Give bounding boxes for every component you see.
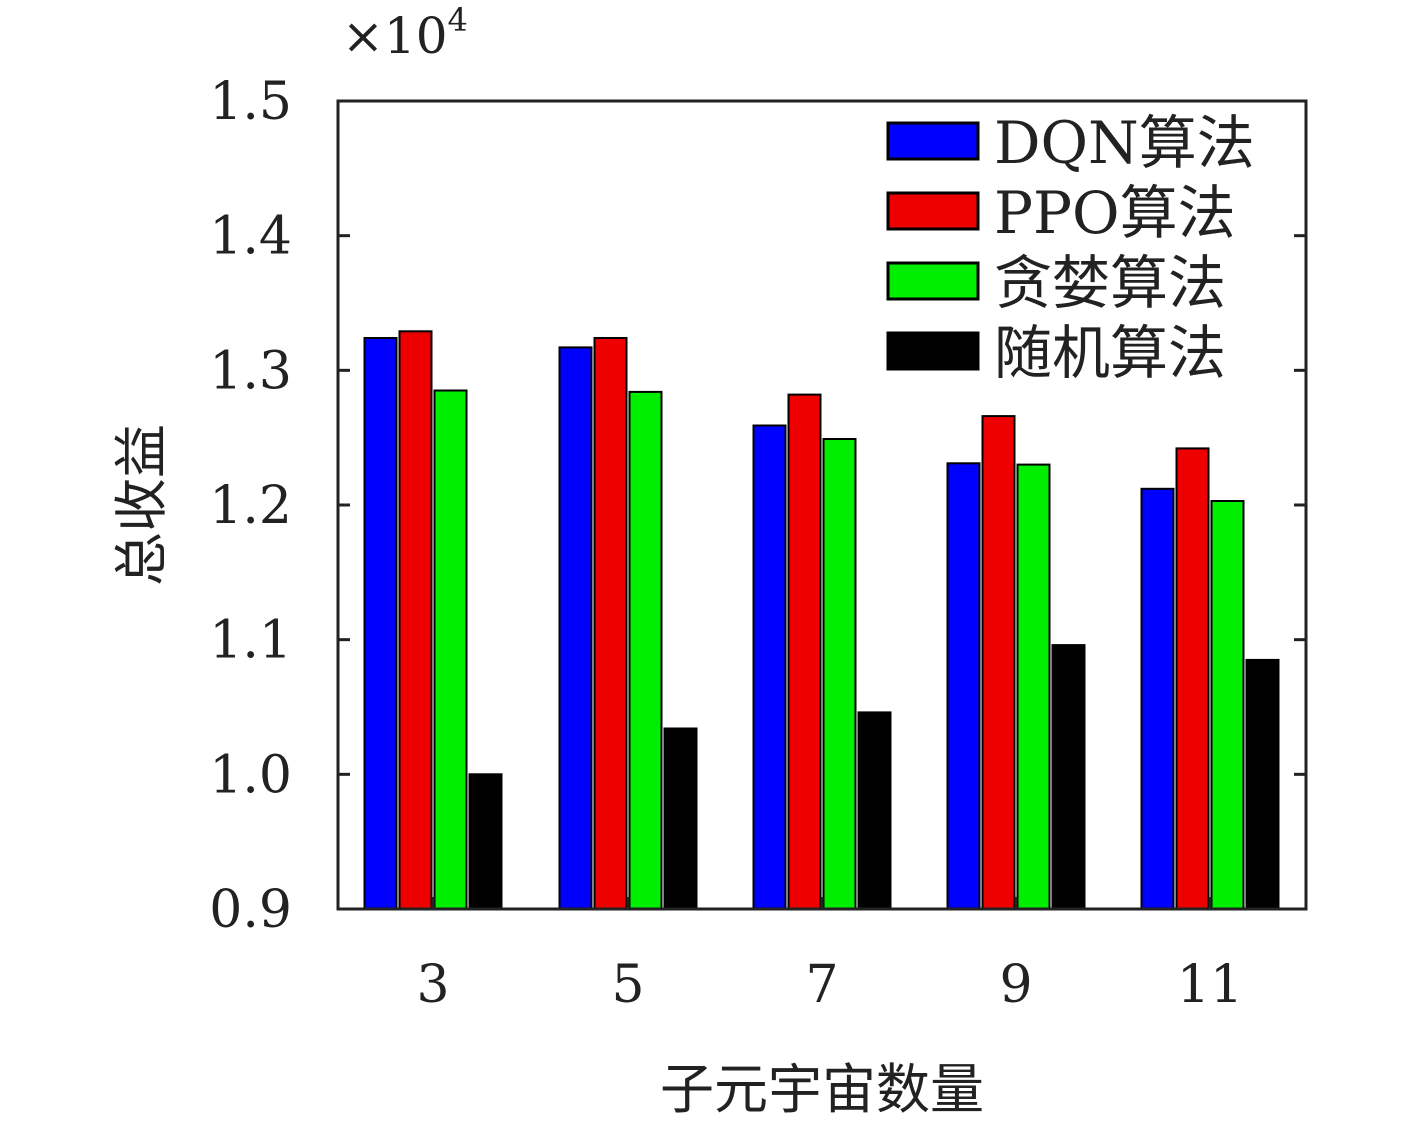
y-multiplier-label: ×104 <box>342 1 468 65</box>
y-tick-label: 1.4 <box>209 207 292 267</box>
legend-label-2: 贪婪算法 <box>994 249 1226 317</box>
bar-5-series-2 <box>628 390 663 910</box>
legend-swatch-1 <box>886 191 980 231</box>
bar-9-series-0 <box>946 462 981 910</box>
bars-group <box>363 330 1280 911</box>
y-axis-title: 总收益 <box>110 424 173 586</box>
legend-label-1: PPO算法 <box>994 179 1236 247</box>
x-axis-title: 子元宇宙数量 <box>660 1058 984 1121</box>
bar-11-series-1 <box>1175 447 1210 910</box>
bar-5-series-1 <box>593 337 628 910</box>
bar-9-series-2 <box>1016 463 1051 910</box>
bar-11-series-3 <box>1245 658 1280 911</box>
y-tick-label: 1.5 <box>209 72 292 132</box>
bar-7-series-3 <box>857 711 892 911</box>
x-tick-label: 7 <box>805 955 838 1015</box>
bar-5-series-3 <box>663 727 698 910</box>
legend-swatch-2 <box>886 261 980 301</box>
bar-7-series-1 <box>787 393 822 911</box>
y-tick-label: 1.2 <box>209 476 292 536</box>
bar-3-series-0 <box>363 337 398 910</box>
plot-frame <box>336 99 1308 911</box>
legend-label-3: 随机算法 <box>994 319 1226 387</box>
bar-9-series-3 <box>1051 644 1086 910</box>
bar-7-series-0 <box>752 424 787 910</box>
legend-swatch-3 <box>886 331 980 371</box>
bar-3-series-2 <box>433 389 468 910</box>
legend-label-0: DQN算法 <box>994 109 1255 177</box>
y-tick-label: 0.9 <box>209 880 292 940</box>
bar-7-series-2 <box>822 438 857 910</box>
x-tick-label: 3 <box>416 955 449 1015</box>
bar-9-series-1 <box>981 415 1016 910</box>
legend-swatch-0 <box>886 121 980 161</box>
y-multiplier-exponent: 4 <box>448 1 468 39</box>
bar-5-series-0 <box>558 346 593 910</box>
bar-3-series-3 <box>468 773 503 910</box>
y-tick-label: 1.0 <box>209 745 292 805</box>
bar-3-series-1 <box>398 330 433 910</box>
y-axis-ticks: 0.9 1.0 1.1 1.2 1.3 1.4 1.5 <box>209 72 1306 940</box>
x-axis-ticks: 3 5 7 9 11 <box>416 897 1243 1015</box>
x-tick-label: 9 <box>999 955 1032 1015</box>
bar-11-series-2 <box>1210 500 1245 910</box>
y-tick-label: 1.3 <box>209 341 292 401</box>
x-tick-label: 11 <box>1177 955 1243 1015</box>
bar-11-series-0 <box>1140 487 1175 910</box>
x-tick-label: 5 <box>611 955 644 1015</box>
y-tick-label: 1.1 <box>209 611 292 671</box>
